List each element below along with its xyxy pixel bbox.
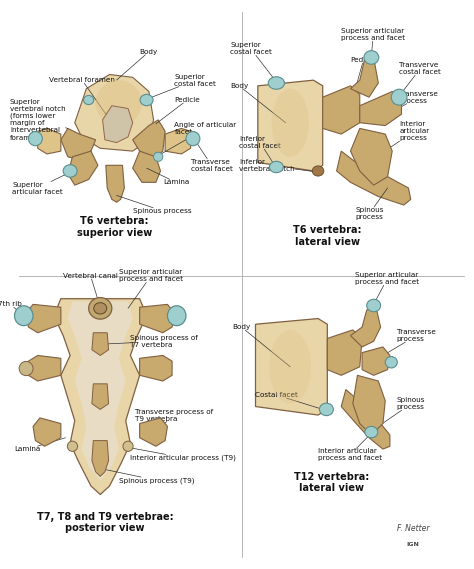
Polygon shape <box>61 129 96 160</box>
Ellipse shape <box>140 94 153 106</box>
Text: Superior
articular facet: Superior articular facet <box>12 172 69 195</box>
Polygon shape <box>140 356 172 381</box>
Text: Vertebral foramen: Vertebral foramen <box>49 77 115 123</box>
Ellipse shape <box>319 403 333 415</box>
Text: Pedicle: Pedicle <box>156 97 200 124</box>
Ellipse shape <box>312 166 324 176</box>
Text: Spinous process (T9): Spinous process (T9) <box>102 469 194 484</box>
Text: Interior articular process (T9): Interior articular process (T9) <box>128 447 236 461</box>
Ellipse shape <box>94 303 107 314</box>
Text: Transverse
process: Transverse process <box>388 90 438 114</box>
Ellipse shape <box>272 89 309 157</box>
Text: T12 vertebra:
lateral view: T12 vertebra: lateral view <box>294 472 370 493</box>
Ellipse shape <box>28 131 42 146</box>
Text: Body: Body <box>230 83 286 123</box>
Polygon shape <box>362 347 390 376</box>
Ellipse shape <box>15 306 33 325</box>
Polygon shape <box>26 304 61 333</box>
Polygon shape <box>92 384 109 409</box>
Polygon shape <box>92 333 109 356</box>
Polygon shape <box>133 151 161 182</box>
Polygon shape <box>68 151 98 185</box>
Polygon shape <box>54 299 146 494</box>
Text: Transverse
costal facet: Transverse costal facet <box>191 139 232 172</box>
Ellipse shape <box>167 306 186 325</box>
Polygon shape <box>28 356 61 381</box>
Text: Interior
articular
process: Interior articular process <box>381 121 429 154</box>
Text: Spinous process: Spinous process <box>117 195 191 214</box>
Text: Lamina: Lamina <box>15 438 65 452</box>
Polygon shape <box>360 92 401 126</box>
Text: T6 vertebra:
lateral view: T6 vertebra: lateral view <box>293 225 362 246</box>
Polygon shape <box>350 57 378 97</box>
Polygon shape <box>353 376 385 435</box>
Polygon shape <box>106 166 124 202</box>
Polygon shape <box>341 390 390 449</box>
Text: Superior articular
process and facet: Superior articular process and facet <box>119 270 183 308</box>
Text: Superior articular
process and facet: Superior articular process and facet <box>355 273 419 304</box>
Text: F. Netter: F. Netter <box>397 525 429 533</box>
Polygon shape <box>140 418 167 446</box>
Polygon shape <box>350 307 381 347</box>
Text: Body: Body <box>232 324 290 367</box>
Text: Superior
costal facet: Superior costal facet <box>147 73 216 99</box>
Ellipse shape <box>268 77 284 89</box>
Ellipse shape <box>96 80 142 126</box>
Polygon shape <box>68 302 133 480</box>
Text: Vertebral canal: Vertebral canal <box>63 273 118 307</box>
Polygon shape <box>258 80 323 171</box>
Text: Superior
vertebral notch
(forms lower
margin of
intervertebral
foramen): Superior vertebral notch (forms lower ma… <box>10 99 68 141</box>
Text: Costal facet: Costal facet <box>255 392 327 410</box>
Text: Pedicle: Pedicle <box>350 57 376 90</box>
Ellipse shape <box>364 51 379 64</box>
Text: Superior articular
process and facet: Superior articular process and facet <box>341 28 405 56</box>
Text: Spinous
process: Spinous process <box>355 188 388 220</box>
Text: Angle of articular
facet: Angle of articular facet <box>158 122 237 156</box>
Text: Transverse process of
T9 vertebra: Transverse process of T9 vertebra <box>135 409 213 429</box>
Polygon shape <box>75 75 154 151</box>
Ellipse shape <box>83 96 94 105</box>
Ellipse shape <box>154 152 163 162</box>
Polygon shape <box>33 418 61 446</box>
Ellipse shape <box>269 162 283 172</box>
Text: Body: Body <box>117 49 158 80</box>
Text: Transverve
costal facet: Transverve costal facet <box>399 63 441 96</box>
Polygon shape <box>323 86 360 134</box>
Text: IGN: IGN <box>407 542 419 547</box>
Polygon shape <box>165 129 191 154</box>
Polygon shape <box>350 129 392 185</box>
Ellipse shape <box>19 361 33 376</box>
Text: Lamina: Lamina <box>146 168 189 185</box>
Ellipse shape <box>123 441 133 451</box>
Ellipse shape <box>385 357 397 368</box>
Text: Transverse
process: Transverse process <box>378 329 436 358</box>
Polygon shape <box>328 330 362 376</box>
Polygon shape <box>255 319 328 415</box>
Polygon shape <box>140 304 174 333</box>
Ellipse shape <box>67 441 78 451</box>
Polygon shape <box>102 106 133 143</box>
Ellipse shape <box>63 165 77 177</box>
Text: Interior articular
process and facet: Interior articular process and facet <box>318 433 382 461</box>
Text: 7th rib: 7th rib <box>0 302 24 316</box>
Text: Inferior
vertebral notch: Inferior vertebral notch <box>239 159 318 172</box>
Text: Spinous
process: Spinous process <box>378 397 425 426</box>
Polygon shape <box>92 440 109 476</box>
Text: Inferior
costal facet: Inferior costal facet <box>239 136 281 168</box>
Ellipse shape <box>269 330 311 403</box>
Polygon shape <box>38 129 61 154</box>
Ellipse shape <box>367 299 381 312</box>
Ellipse shape <box>186 131 200 146</box>
Text: T6 vertebra:
superior view: T6 vertebra: superior view <box>76 216 152 238</box>
Text: Superior
costal facet: Superior costal facet <box>230 43 276 82</box>
Ellipse shape <box>365 426 378 438</box>
Ellipse shape <box>391 89 407 105</box>
Polygon shape <box>337 151 411 205</box>
Ellipse shape <box>89 298 112 319</box>
Text: Spinous process of
T7 vertebra: Spinous process of T7 vertebra <box>102 335 198 348</box>
Polygon shape <box>133 120 165 160</box>
Text: T7, T8 and T9 vertebrae:
posterior view: T7, T8 and T9 vertebrae: posterior view <box>36 512 173 533</box>
